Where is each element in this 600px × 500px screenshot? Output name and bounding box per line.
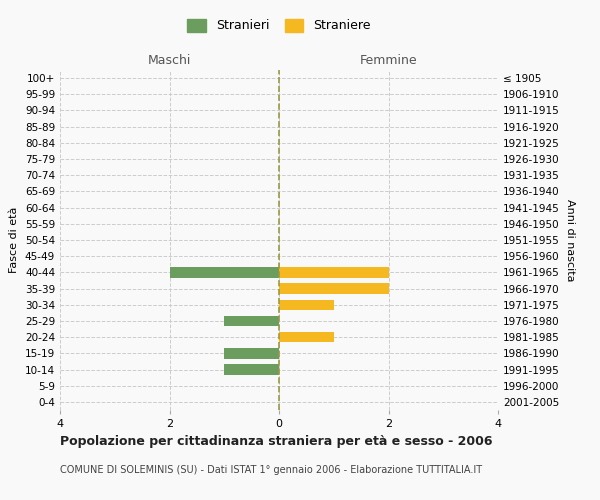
Bar bbox=[224, 364, 279, 375]
Text: Maschi: Maschi bbox=[148, 54, 191, 67]
Bar bbox=[224, 348, 279, 358]
Legend: Stranieri, Straniere: Stranieri, Straniere bbox=[184, 15, 374, 36]
Y-axis label: Fasce di età: Fasce di età bbox=[10, 207, 19, 273]
Bar bbox=[279, 300, 334, 310]
Text: Femmine: Femmine bbox=[359, 54, 418, 67]
Text: Popolazione per cittadinanza straniera per età e sesso - 2006: Popolazione per cittadinanza straniera p… bbox=[60, 435, 493, 448]
Bar bbox=[224, 316, 279, 326]
Bar bbox=[170, 267, 279, 278]
Y-axis label: Anni di nascita: Anni di nascita bbox=[565, 198, 575, 281]
Bar bbox=[279, 284, 389, 294]
Text: COMUNE DI SOLEMINIS (SU) - Dati ISTAT 1° gennaio 2006 - Elaborazione TUTTITALIA.: COMUNE DI SOLEMINIS (SU) - Dati ISTAT 1°… bbox=[60, 465, 482, 475]
Bar bbox=[279, 267, 389, 278]
Bar bbox=[279, 332, 334, 342]
